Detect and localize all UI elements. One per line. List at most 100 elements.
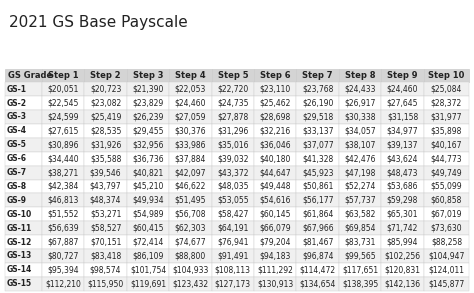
Bar	[297, 235, 339, 249]
Text: $53,271: $53,271	[90, 210, 121, 219]
Text: $40,167: $40,167	[431, 140, 462, 149]
Text: $71,742: $71,742	[387, 224, 418, 233]
Text: GS Grade: GS Grade	[8, 71, 52, 80]
Text: $79,204: $79,204	[260, 238, 291, 247]
Bar	[381, 96, 424, 110]
Bar	[212, 263, 254, 277]
Bar	[424, 249, 469, 263]
Text: $31,158: $31,158	[387, 113, 418, 122]
Bar	[212, 82, 254, 96]
Bar	[169, 96, 212, 110]
Text: $130,913: $130,913	[257, 279, 293, 288]
Bar	[5, 138, 42, 152]
Bar	[424, 263, 469, 277]
Text: GS-8: GS-8	[7, 182, 27, 191]
Text: $34,977: $34,977	[387, 126, 419, 135]
Bar	[339, 96, 381, 110]
Text: $104,933: $104,933	[172, 265, 209, 274]
Bar	[169, 138, 212, 152]
Text: $88,800: $88,800	[175, 251, 206, 260]
Bar	[127, 180, 169, 193]
Bar	[424, 277, 469, 291]
Text: $43,372: $43,372	[217, 168, 248, 177]
Text: $48,035: $48,035	[217, 182, 248, 191]
Text: $56,708: $56,708	[175, 210, 206, 219]
Text: GS-14: GS-14	[7, 265, 32, 274]
Text: $20,051: $20,051	[47, 85, 79, 94]
Bar	[212, 249, 254, 263]
Bar	[42, 110, 84, 124]
Bar	[5, 82, 42, 96]
Bar	[84, 277, 127, 291]
Text: $39,137: $39,137	[387, 140, 418, 149]
Bar	[212, 193, 254, 207]
Bar	[127, 249, 169, 263]
Text: $28,698: $28,698	[260, 113, 291, 122]
Text: $24,433: $24,433	[345, 85, 376, 94]
Bar	[127, 235, 169, 249]
Bar	[297, 110, 339, 124]
Bar	[381, 207, 424, 221]
Bar	[84, 193, 127, 207]
Bar	[169, 82, 212, 96]
Text: $49,934: $49,934	[132, 196, 164, 205]
Text: $60,858: $60,858	[431, 196, 462, 205]
Bar	[127, 82, 169, 96]
Text: Step 8: Step 8	[345, 71, 375, 80]
Text: $38,107: $38,107	[345, 140, 376, 149]
Bar	[42, 82, 84, 96]
Bar	[424, 138, 469, 152]
Text: $31,977: $31,977	[431, 113, 462, 122]
Text: GS-11: GS-11	[7, 224, 32, 233]
Bar	[84, 235, 127, 249]
Text: $48,374: $48,374	[90, 196, 121, 205]
Bar	[254, 138, 297, 152]
Bar	[381, 193, 424, 207]
Bar	[339, 193, 381, 207]
Bar	[339, 235, 381, 249]
Bar	[297, 96, 339, 110]
Text: $41,328: $41,328	[302, 154, 333, 163]
Bar	[127, 124, 169, 138]
Text: $94,183: $94,183	[260, 251, 291, 260]
Bar	[381, 277, 424, 291]
Bar	[339, 166, 381, 180]
Text: $33,986: $33,986	[175, 140, 206, 149]
Bar	[42, 249, 84, 263]
Bar	[381, 110, 424, 124]
Bar	[5, 193, 42, 207]
Text: $48,473: $48,473	[387, 168, 418, 177]
Bar	[84, 138, 127, 152]
Bar	[381, 124, 424, 138]
Bar	[42, 138, 84, 152]
Bar	[127, 207, 169, 221]
Bar	[297, 263, 339, 277]
Bar	[339, 152, 381, 166]
Bar	[84, 207, 127, 221]
Bar	[297, 221, 339, 235]
Bar	[42, 69, 84, 82]
Bar	[212, 69, 254, 82]
Text: GS-3: GS-3	[7, 113, 27, 122]
Text: $24,460: $24,460	[387, 85, 418, 94]
Text: $21,390: $21,390	[132, 85, 164, 94]
Text: $111,292: $111,292	[257, 265, 293, 274]
Bar	[424, 221, 469, 235]
Bar	[381, 221, 424, 235]
Text: $86,109: $86,109	[132, 251, 164, 260]
Bar	[5, 166, 42, 180]
Text: $67,887: $67,887	[47, 238, 79, 247]
Bar	[127, 69, 169, 82]
Text: $46,813: $46,813	[47, 196, 79, 205]
Bar	[339, 277, 381, 291]
Text: $117,651: $117,651	[342, 265, 378, 274]
Text: $99,565: $99,565	[344, 251, 376, 260]
Text: $112,210: $112,210	[45, 279, 81, 288]
Text: $22,720: $22,720	[217, 85, 248, 94]
Bar	[212, 221, 254, 235]
Bar	[5, 277, 42, 291]
Text: $31,926: $31,926	[90, 140, 121, 149]
Text: Step 10: Step 10	[428, 71, 465, 80]
Bar	[424, 193, 469, 207]
Text: $42,097: $42,097	[175, 168, 206, 177]
